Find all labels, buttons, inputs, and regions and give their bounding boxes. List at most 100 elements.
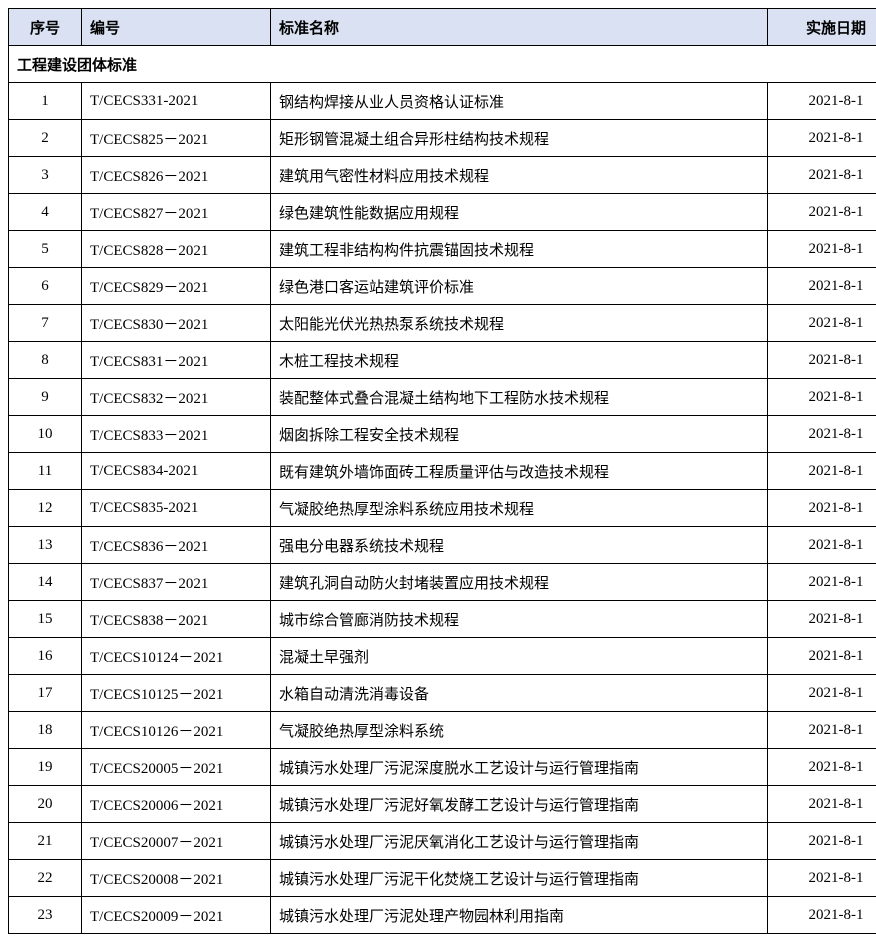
cell-code: T/CECS331-2021 (82, 83, 271, 120)
cell-name: 城镇污水处理厂污泥处理产物园林利用指南 (271, 897, 768, 934)
cell-seq: 15 (9, 601, 82, 638)
cell-date: 2021-8-1 (768, 453, 876, 490)
cell-code: T/CECS834-2021 (82, 453, 271, 490)
cell-seq: 7 (9, 305, 82, 342)
cell-name: 绿色建筑性能数据应用规程 (271, 194, 768, 231)
cell-seq: 11 (9, 453, 82, 490)
cell-name: 强电分电器系统技术规程 (271, 527, 768, 564)
cell-name: 气凝胶绝热厚型涂料系统应用技术规程 (271, 490, 768, 527)
cell-code: T/CECS831－2021 (82, 342, 271, 379)
cell-date: 2021-8-1 (768, 860, 876, 897)
header-date: 实施日期 (768, 9, 876, 46)
cell-seq: 8 (9, 342, 82, 379)
cell-date: 2021-8-1 (768, 231, 876, 268)
cell-code: T/CECS830－2021 (82, 305, 271, 342)
header-seq: 序号 (9, 9, 82, 46)
cell-name: 混凝土早强剂 (271, 638, 768, 675)
table-row: 13T/CECS836－2021强电分电器系统技术规程2021-8-1 (9, 527, 876, 564)
cell-seq: 2 (9, 120, 82, 157)
cell-seq: 20 (9, 786, 82, 823)
cell-seq: 14 (9, 564, 82, 601)
table-row: 3T/CECS826－2021建筑用气密性材料应用技术规程2021-8-1 (9, 157, 876, 194)
table-row: 2T/CECS825－2021矩形钢管混凝土组合异形柱结构技术规程2021-8-… (9, 120, 876, 157)
cell-name: 建筑孔洞自动防火封堵装置应用技术规程 (271, 564, 768, 601)
cell-code: T/CECS20009－2021 (82, 897, 271, 934)
cell-code: T/CECS20008－2021 (82, 860, 271, 897)
cell-code: T/CECS20006－2021 (82, 786, 271, 823)
cell-date: 2021-8-1 (768, 897, 876, 934)
table-row: 22T/CECS20008－2021城镇污水处理厂污泥干化焚烧工艺设计与运行管理… (9, 860, 876, 897)
standards-table: 序号 编号 标准名称 实施日期 工程建设团体标准 1T/CECS331-2021… (8, 8, 876, 934)
table-row: 9T/CECS832－2021装配整体式叠合混凝土结构地下工程防水技术规程202… (9, 379, 876, 416)
header-row: 序号 编号 标准名称 实施日期 (9, 9, 876, 46)
table-row: 23T/CECS20009－2021城镇污水处理厂污泥处理产物园林利用指南202… (9, 897, 876, 934)
cell-seq: 13 (9, 527, 82, 564)
cell-name: 建筑工程非结构构件抗震锚固技术规程 (271, 231, 768, 268)
table-row: 16T/CECS10124－2021混凝土早强剂2021-8-1 (9, 638, 876, 675)
table-row: 6T/CECS829－2021绿色港口客运站建筑评价标准2021-8-1 (9, 268, 876, 305)
cell-code: T/CECS827－2021 (82, 194, 271, 231)
cell-seq: 5 (9, 231, 82, 268)
cell-code: T/CECS838－2021 (82, 601, 271, 638)
cell-seq: 9 (9, 379, 82, 416)
table-row: 8T/CECS831－2021木桩工程技术规程2021-8-1 (9, 342, 876, 379)
cell-code: T/CECS836－2021 (82, 527, 271, 564)
cell-date: 2021-8-1 (768, 749, 876, 786)
header-name: 标准名称 (271, 9, 768, 46)
table-row: 12T/CECS835-2021气凝胶绝热厚型涂料系统应用技术规程2021-8-… (9, 490, 876, 527)
table-row: 20T/CECS20006－2021城镇污水处理厂污泥好氧发酵工艺设计与运行管理… (9, 786, 876, 823)
cell-seq: 18 (9, 712, 82, 749)
header-code: 编号 (82, 9, 271, 46)
section-title: 工程建设团体标准 (9, 46, 876, 83)
cell-seq: 3 (9, 157, 82, 194)
cell-date: 2021-8-1 (768, 83, 876, 120)
cell-code: T/CECS837－2021 (82, 564, 271, 601)
cell-seq: 6 (9, 268, 82, 305)
cell-name: 城市综合管廊消防技术规程 (271, 601, 768, 638)
table-row: 15T/CECS838－2021城市综合管廊消防技术规程2021-8-1 (9, 601, 876, 638)
cell-seq: 17 (9, 675, 82, 712)
cell-name: 城镇污水处理厂污泥厌氧消化工艺设计与运行管理指南 (271, 823, 768, 860)
table-row: 18T/CECS10126－2021气凝胶绝热厚型涂料系统2021-8-1 (9, 712, 876, 749)
cell-name: 城镇污水处理厂污泥干化焚烧工艺设计与运行管理指南 (271, 860, 768, 897)
cell-name: 气凝胶绝热厚型涂料系统 (271, 712, 768, 749)
cell-seq: 12 (9, 490, 82, 527)
cell-seq: 16 (9, 638, 82, 675)
cell-date: 2021-8-1 (768, 823, 876, 860)
cell-name: 水箱自动清洗消毒设备 (271, 675, 768, 712)
cell-date: 2021-8-1 (768, 712, 876, 749)
cell-date: 2021-8-1 (768, 342, 876, 379)
cell-seq: 10 (9, 416, 82, 453)
cell-code: T/CECS20005－2021 (82, 749, 271, 786)
cell-name: 绿色港口客运站建筑评价标准 (271, 268, 768, 305)
table-row: 21T/CECS20007－2021城镇污水处理厂污泥厌氧消化工艺设计与运行管理… (9, 823, 876, 860)
cell-code: T/CECS832－2021 (82, 379, 271, 416)
cell-name: 建筑用气密性材料应用技术规程 (271, 157, 768, 194)
cell-date: 2021-8-1 (768, 194, 876, 231)
cell-date: 2021-8-1 (768, 601, 876, 638)
cell-code: T/CECS833－2021 (82, 416, 271, 453)
table-row: 11T/CECS834-2021既有建筑外墙饰面砖工程质量评估与改造技术规程20… (9, 453, 876, 490)
cell-code: T/CECS829－2021 (82, 268, 271, 305)
cell-date: 2021-8-1 (768, 638, 876, 675)
table-row: 17T/CECS10125－2021水箱自动清洗消毒设备2021-8-1 (9, 675, 876, 712)
cell-seq: 1 (9, 83, 82, 120)
cell-name: 钢结构焊接从业人员资格认证标准 (271, 83, 768, 120)
cell-date: 2021-8-1 (768, 268, 876, 305)
cell-seq: 22 (9, 860, 82, 897)
table-row: 5T/CECS828－2021建筑工程非结构构件抗震锚固技术规程2021-8-1 (9, 231, 876, 268)
cell-name: 矩形钢管混凝土组合异形柱结构技术规程 (271, 120, 768, 157)
table-row: 1T/CECS331-2021钢结构焊接从业人员资格认证标准2021-8-1 (9, 83, 876, 120)
cell-seq: 4 (9, 194, 82, 231)
cell-code: T/CECS825－2021 (82, 120, 271, 157)
cell-date: 2021-8-1 (768, 527, 876, 564)
cell-date: 2021-8-1 (768, 120, 876, 157)
cell-code: T/CECS20007－2021 (82, 823, 271, 860)
cell-name: 装配整体式叠合混凝土结构地下工程防水技术规程 (271, 379, 768, 416)
table-row: 14T/CECS837－2021建筑孔洞自动防火封堵装置应用技术规程2021-8… (9, 564, 876, 601)
table-body: 工程建设团体标准 1T/CECS331-2021钢结构焊接从业人员资格认证标准2… (9, 46, 876, 934)
table-row: 19T/CECS20005－2021城镇污水处理厂污泥深度脱水工艺设计与运行管理… (9, 749, 876, 786)
cell-date: 2021-8-1 (768, 305, 876, 342)
cell-code: T/CECS828－2021 (82, 231, 271, 268)
cell-date: 2021-8-1 (768, 379, 876, 416)
